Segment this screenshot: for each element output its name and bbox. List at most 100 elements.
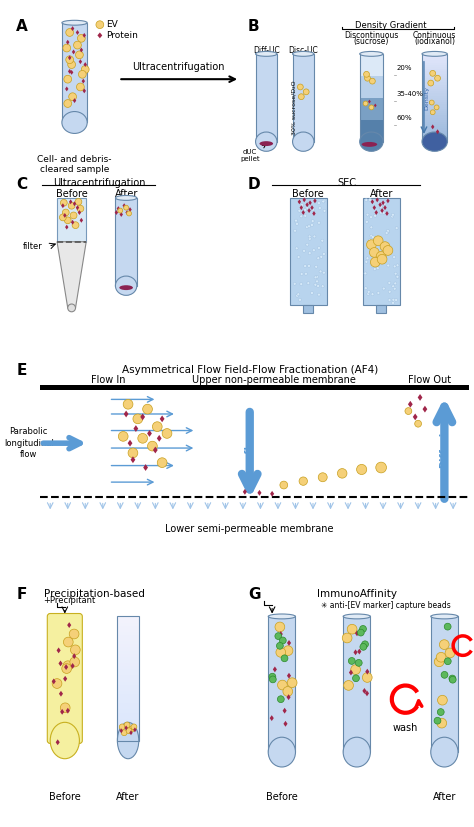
Ellipse shape	[392, 299, 395, 301]
Ellipse shape	[363, 672, 372, 682]
FancyBboxPatch shape	[422, 137, 447, 140]
Ellipse shape	[64, 217, 71, 224]
Text: longitudinal: longitudinal	[4, 438, 54, 447]
Text: Disc-UC: Disc-UC	[288, 46, 318, 55]
FancyBboxPatch shape	[422, 115, 447, 118]
FancyBboxPatch shape	[118, 669, 139, 672]
Ellipse shape	[59, 214, 66, 221]
Polygon shape	[68, 69, 72, 74]
Ellipse shape	[119, 285, 133, 290]
FancyBboxPatch shape	[422, 107, 447, 109]
Ellipse shape	[434, 717, 441, 724]
Polygon shape	[147, 430, 152, 437]
Ellipse shape	[308, 237, 311, 241]
FancyBboxPatch shape	[118, 619, 139, 623]
Polygon shape	[128, 440, 132, 447]
Ellipse shape	[295, 247, 298, 250]
FancyBboxPatch shape	[118, 706, 139, 710]
FancyBboxPatch shape	[422, 113, 447, 116]
Polygon shape	[57, 241, 86, 308]
Text: B: B	[248, 19, 259, 34]
Polygon shape	[436, 129, 439, 134]
Polygon shape	[83, 62, 87, 67]
Ellipse shape	[310, 223, 313, 227]
Ellipse shape	[365, 287, 367, 289]
FancyBboxPatch shape	[422, 124, 447, 127]
Text: Discontinuous: Discontinuous	[344, 31, 399, 40]
Polygon shape	[408, 401, 413, 408]
FancyBboxPatch shape	[422, 98, 447, 100]
Ellipse shape	[308, 251, 311, 255]
FancyBboxPatch shape	[422, 91, 447, 94]
FancyBboxPatch shape	[118, 676, 139, 679]
FancyBboxPatch shape	[422, 80, 447, 83]
Ellipse shape	[310, 291, 313, 294]
Ellipse shape	[295, 220, 298, 223]
Ellipse shape	[376, 267, 379, 270]
FancyBboxPatch shape	[118, 660, 139, 663]
Ellipse shape	[322, 200, 325, 203]
Polygon shape	[140, 414, 145, 420]
Text: E: E	[16, 363, 27, 379]
Ellipse shape	[374, 214, 377, 218]
Polygon shape	[313, 198, 317, 203]
Ellipse shape	[337, 469, 347, 478]
Polygon shape	[153, 447, 158, 453]
Ellipse shape	[380, 241, 390, 251]
Ellipse shape	[438, 709, 444, 715]
Ellipse shape	[371, 293, 374, 296]
FancyBboxPatch shape	[118, 644, 139, 648]
Ellipse shape	[60, 199, 67, 206]
Ellipse shape	[301, 206, 304, 209]
Polygon shape	[413, 414, 418, 420]
FancyBboxPatch shape	[422, 135, 447, 138]
Ellipse shape	[422, 132, 447, 151]
FancyBboxPatch shape	[118, 728, 139, 732]
Ellipse shape	[360, 643, 367, 650]
Ellipse shape	[118, 432, 128, 442]
Text: Continuous: Continuous	[413, 31, 456, 40]
Ellipse shape	[70, 212, 77, 219]
FancyBboxPatch shape	[290, 198, 327, 305]
Ellipse shape	[297, 256, 300, 259]
FancyBboxPatch shape	[118, 722, 139, 725]
FancyBboxPatch shape	[118, 663, 139, 667]
Ellipse shape	[322, 252, 325, 256]
Ellipse shape	[162, 428, 172, 438]
Polygon shape	[283, 721, 288, 727]
Ellipse shape	[386, 229, 389, 232]
Text: filter: filter	[23, 242, 43, 251]
Ellipse shape	[119, 724, 125, 729]
Ellipse shape	[371, 264, 374, 266]
FancyBboxPatch shape	[118, 666, 139, 670]
Ellipse shape	[430, 70, 436, 76]
Polygon shape	[386, 198, 390, 203]
Ellipse shape	[62, 21, 87, 25]
Polygon shape	[368, 99, 371, 103]
Ellipse shape	[356, 659, 362, 667]
Ellipse shape	[276, 643, 283, 649]
Polygon shape	[130, 457, 135, 463]
Ellipse shape	[370, 234, 373, 237]
FancyBboxPatch shape	[118, 653, 139, 657]
Polygon shape	[287, 673, 291, 679]
Ellipse shape	[395, 299, 398, 302]
Ellipse shape	[428, 80, 434, 86]
FancyBboxPatch shape	[118, 734, 139, 738]
Ellipse shape	[369, 238, 372, 241]
Text: Lower semi-permeable membrane: Lower semi-permeable membrane	[165, 524, 334, 534]
Ellipse shape	[72, 222, 79, 228]
Ellipse shape	[394, 282, 397, 284]
Polygon shape	[273, 667, 277, 672]
Ellipse shape	[370, 226, 373, 229]
Ellipse shape	[82, 65, 89, 74]
Ellipse shape	[367, 290, 370, 294]
FancyBboxPatch shape	[422, 100, 447, 103]
Ellipse shape	[143, 404, 153, 414]
Text: Before: Before	[56, 189, 88, 199]
FancyBboxPatch shape	[422, 120, 447, 122]
Polygon shape	[71, 220, 74, 225]
Ellipse shape	[389, 247, 392, 251]
Ellipse shape	[298, 209, 301, 213]
Text: 30% sucrose/D₂O: 30% sucrose/D₂O	[291, 80, 296, 135]
